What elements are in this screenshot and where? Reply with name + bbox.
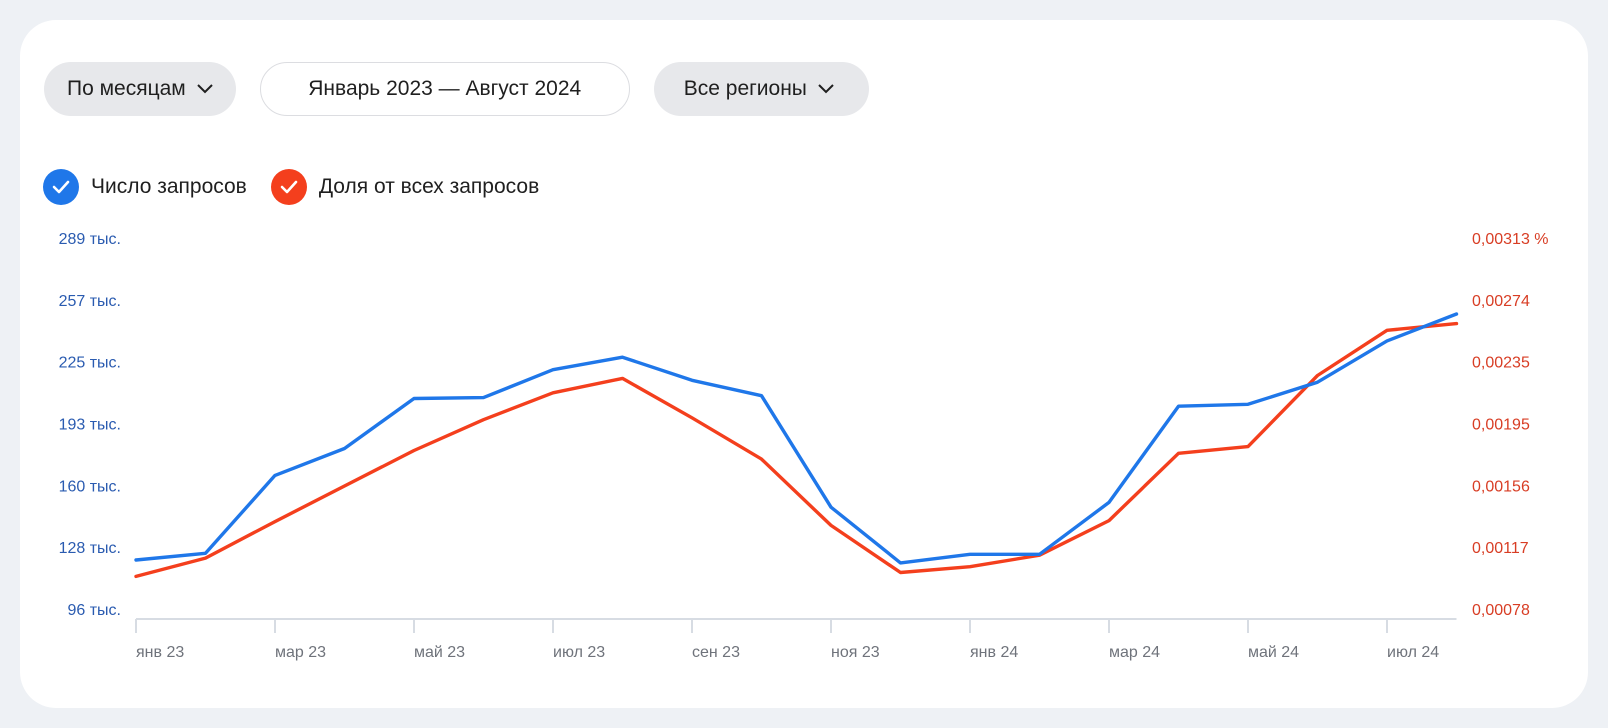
x-axis-ticks: янв 23 мар 23 май 23 июл 23 сен 23 ноя 23 янв … [135,619,1439,661]
chart-legend: Число запросов Доля от всех запросов [43,169,563,205]
y-axis-left: 289 тыс. 257 тыс. 225 тыс. 193 тыс. 160 тыс.… [59,231,121,619]
x-tick-label: ноя 23 [831,644,880,661]
y-right-tick-label: 0,00313 % [1472,231,1549,248]
legend-label-share: Доля от всех запросов [318,175,540,198]
period-dropdown-label: По месяцам [67,77,186,100]
y-left-tick-label: 160 тыс. [59,478,121,495]
controls-bar: По месяцам Январь 2023 — Август 2024 Все… [44,62,869,116]
chart-card [20,20,1588,708]
y-left-tick-label: 96 тыс. [67,602,121,619]
y-left-tick-label: 225 тыс. [59,355,121,372]
y-left-tick-label: 289 тыс. [59,231,121,248]
y-right-tick-label: 0,00078 [1472,602,1530,619]
x-tick-label: сен 23 [692,644,740,661]
y-right-tick-label: 0,00156 [1472,478,1530,495]
y-right-tick-label: 0,00195 [1472,417,1530,434]
date-range-picker[interactable]: Январь 2023 — Август 2024 [259,62,630,116]
period-dropdown[interactable]: По месяцам [44,62,236,116]
chevron-down-icon [818,84,834,94]
check-icon [270,169,307,205]
y-right-tick-label: 0,00235 [1472,355,1530,372]
x-tick-label: май 23 [414,644,465,661]
series-line-requests [134,312,1459,565]
x-tick-label: мар 24 [1109,644,1160,661]
y-left-tick-label: 193 тыс. [59,417,121,434]
y-left-tick-label: 257 тыс. [59,293,121,310]
x-tick-label: июл 23 [553,644,605,661]
legend-item-requests[interactable]: Число запросов [43,169,247,205]
region-dropdown-label: Все регионы [683,77,807,100]
region-dropdown[interactable]: Все регионы [653,62,869,116]
y-axis-right: 0,00313 % 0,00274 0,00235 0,00195 0,00156 0,0… [1472,231,1549,619]
chevron-down-icon [197,84,213,94]
legend-item-share[interactable]: Доля от всех запросов [270,169,540,205]
y-right-tick-label: 0,00117 [1472,540,1529,557]
x-tick-label: янв 23 [136,644,184,661]
x-tick-label: май 24 [1248,644,1299,661]
x-tick-label: янв 24 [970,644,1018,661]
series-lines [134,312,1459,579]
check-icon [43,169,79,205]
legend-label-requests: Число запросов [91,175,247,198]
y-left-tick-label: 128 тыс. [59,540,121,557]
x-tick-label: мар 23 [275,644,326,661]
series-line-share [134,321,1459,579]
y-right-tick-label: 0,00274 [1472,293,1530,310]
x-tick-label: июл 24 [1387,644,1439,661]
date-range-label: Январь 2023 — Август 2024 [308,77,582,100]
